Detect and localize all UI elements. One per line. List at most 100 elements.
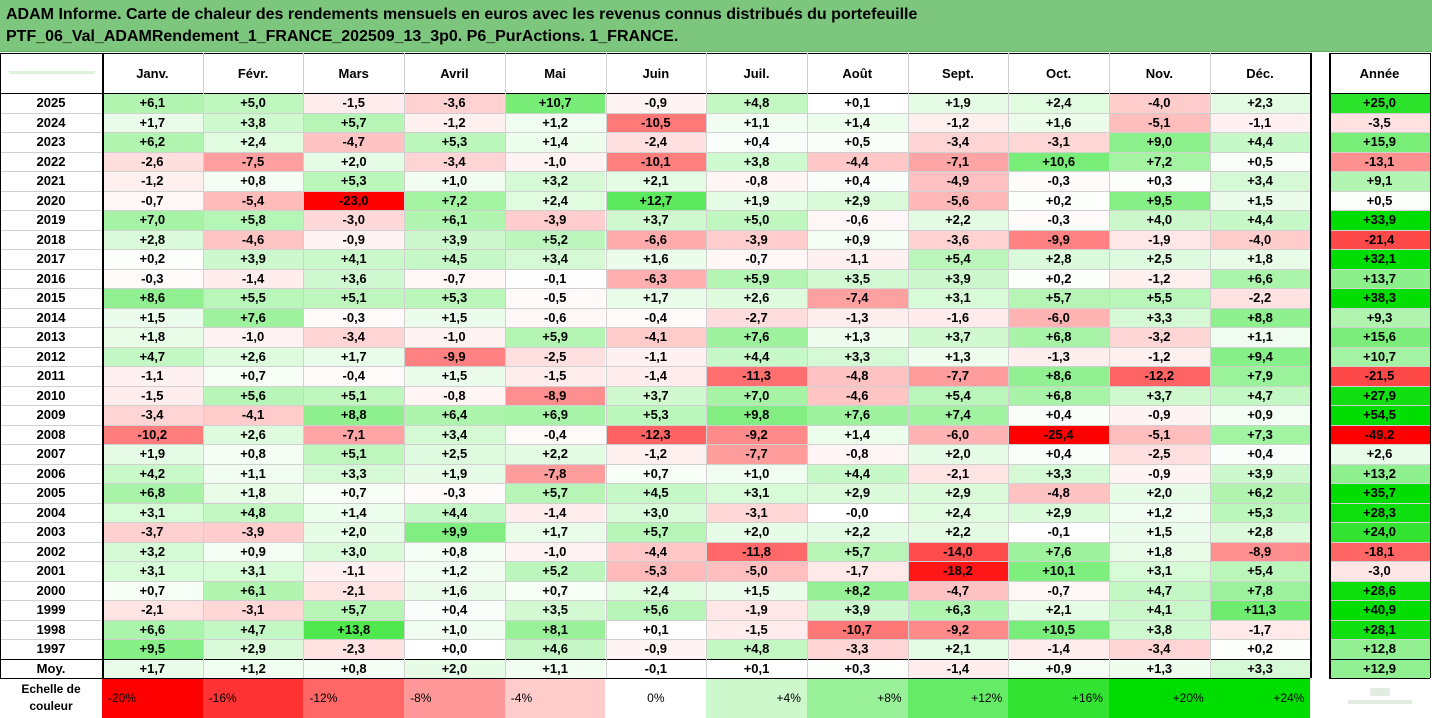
heatmap-cell-2015-12: -2,2 (1209, 288, 1311, 308)
year-row-line (1329, 639, 1430, 640)
heatmap-cell-2015-7: +2,6 (706, 288, 807, 308)
color-scale-swatch-11: +20% (1109, 678, 1210, 718)
heatmap-cell-2020-11: +9,5 (1109, 190, 1210, 210)
heatmap-cell-2002-1: +3,2 (102, 541, 203, 561)
row-line (0, 112, 1311, 114)
heatmap-cell-2021-11: +0,3 (1109, 171, 1210, 191)
heatmap-cell-2014-11: +3,3 (1109, 307, 1210, 327)
heatmap-cell-2006-10: +3,3 (1008, 463, 1109, 483)
heatmap-cell-2016-8: +3,5 (806, 268, 908, 288)
heatmap-cell-2007-7: -7,7 (706, 444, 807, 464)
heatmap-cell-2010-7: +7,0 (706, 385, 807, 405)
column-header-10: Oct. (1008, 53, 1109, 93)
heatmap-cell-2002-4: +0,8 (404, 541, 505, 561)
watermark-logo-right (1330, 680, 1430, 716)
year-total-cell-2014: +9,3 (1329, 307, 1430, 327)
year-total-cell-2013: +15,6 (1329, 327, 1430, 347)
heatmap-cell-2006-12: +3,9 (1209, 463, 1311, 483)
column-line (102, 53, 104, 678)
left-border-line (0, 53, 1, 678)
heatmap-cell-2001-8: -1,7 (806, 561, 908, 581)
heatmap-cell-2006-11: -0,9 (1109, 463, 1210, 483)
row-label-2019: 2019 (0, 210, 102, 230)
heatmap-cell-2024-8: +1,4 (806, 112, 908, 132)
heatmap-cell-2004-12: +5,3 (1209, 502, 1311, 522)
row-line (0, 522, 1311, 523)
heatmap-cell-2015-4: +5,3 (404, 288, 505, 308)
heatmap-cell-2003-10: -0,1 (1008, 522, 1109, 542)
heatmap-cell-2024-1: +1,7 (102, 112, 203, 132)
heatmap-cell-2004-8: -0,0 (806, 502, 908, 522)
heatmap-cell-2001-1: +3,1 (102, 561, 203, 581)
heatmap-cell-2005-6: +4,5 (605, 483, 707, 503)
heatmap-cell-2007-5: +2,2 (504, 444, 606, 464)
heatmap-cell-2010-1: -1,5 (102, 385, 203, 405)
heatmap-cell-2014-1: +1,5 (102, 307, 203, 327)
column-header-9: Sept. (907, 53, 1009, 93)
heatmap-cell-2011-7: -11,3 (706, 366, 807, 386)
heatmap-cell-2016-5: -0,1 (504, 268, 606, 288)
heatmap-cell-2018-12: -4,0 (1209, 229, 1311, 249)
heatmap-cell-2014-6: -0,4 (605, 307, 707, 327)
heatmap-cell-2011-10: +8,6 (1008, 366, 1109, 386)
row-line (0, 93, 1311, 94)
avg-cell-6: -0,1 (605, 658, 707, 678)
heatmap-cell-1999-5: +3,5 (504, 600, 606, 620)
row-label-2004: 2004 (0, 502, 102, 522)
row-label-1998: 1998 (0, 619, 102, 639)
heatmap-cell-2016-12: +6,6 (1209, 268, 1311, 288)
heatmap-cell-1999-2: -3,1 (202, 600, 304, 620)
heatmap-cell-2005-10: -4,8 (1008, 483, 1109, 503)
heatmap-cell-2020-12: +1,5 (1209, 190, 1311, 210)
row-label-2010: 2010 (0, 385, 102, 405)
year-row-line (1329, 151, 1430, 153)
heatmap-cell-2024-7: +1,1 (706, 112, 807, 132)
heatmap-cell-2003-11: +1,5 (1109, 522, 1210, 542)
heatmap-cell-2021-5: +3,2 (504, 171, 606, 191)
watermark-left-mark (9, 71, 95, 74)
heatmap-cell-2011-4: +1,5 (404, 366, 505, 386)
heatmap-cell-2025-10: +2,4 (1008, 93, 1109, 113)
heatmap-cell-2000-7: +1,5 (706, 580, 807, 600)
heatmap-cell-2004-9: +2,4 (907, 502, 1009, 522)
heatmap-cell-2017-3: +4,1 (303, 249, 405, 269)
year-row-line (1329, 424, 1430, 426)
row-line (0, 541, 1311, 543)
row-label-2009: 2009 (0, 405, 102, 425)
heatmap-cell-2006-4: +1,9 (404, 463, 505, 483)
heatmap-cell-2018-3: -0,9 (303, 229, 405, 249)
heatmap-cell-2020-1: -0,7 (102, 190, 203, 210)
heatmap-cell-2012-6: -1,1 (605, 346, 707, 366)
heatmap-cell-2004-11: +1,2 (1109, 502, 1210, 522)
heatmap-cell-2010-12: +4,7 (1209, 385, 1311, 405)
heatmap-cell-2023-12: +4,4 (1209, 132, 1311, 152)
year-row-line (1329, 541, 1430, 543)
heatmap-cell-1997-4: +0,0 (404, 639, 505, 659)
column-header-8: Août (806, 53, 908, 93)
heatmap-cell-2007-4: +2,5 (404, 444, 505, 464)
heatmap-cell-2014-8: -1,3 (806, 307, 908, 327)
heatmap-cell-2014-10: -6,0 (1008, 307, 1109, 327)
column-header-12: Déc. (1209, 53, 1311, 93)
heatmap-cell-2016-1: -0,3 (102, 268, 203, 288)
heatmap-cell-2022-10: +10,6 (1008, 151, 1109, 171)
heatmap-cell-1998-6: +0,1 (605, 619, 707, 639)
heatmap-cell-1998-11: +3,8 (1109, 619, 1210, 639)
column-header-2: Févr. (202, 53, 304, 93)
row-label-2016: 2016 (0, 268, 102, 288)
row-line (0, 678, 1311, 679)
heatmap-cell-2012-10: -1,3 (1008, 346, 1109, 366)
heatmap-cell-2024-5: +1,2 (504, 112, 606, 132)
heatmap-cell-2009-8: +7,6 (806, 405, 908, 425)
heatmap-cell-2005-5: +5,7 (504, 483, 606, 503)
row-line (0, 268, 1311, 270)
year-row-line (1329, 522, 1430, 523)
avg-cell-12: +3,3 (1209, 658, 1311, 678)
color-scale-swatch-12: +24% (1209, 678, 1311, 718)
year-total-cell-2006: +13,2 (1329, 463, 1430, 483)
heatmap-cell-2017-10: +2,8 (1008, 249, 1109, 269)
row-label-2018: 2018 (0, 229, 102, 249)
heatmap-cell-2013-9: +3,7 (907, 327, 1009, 347)
heatmap-cell-2002-6: -4,4 (605, 541, 707, 561)
heatmap-cell-1998-8: -10,7 (806, 619, 908, 639)
